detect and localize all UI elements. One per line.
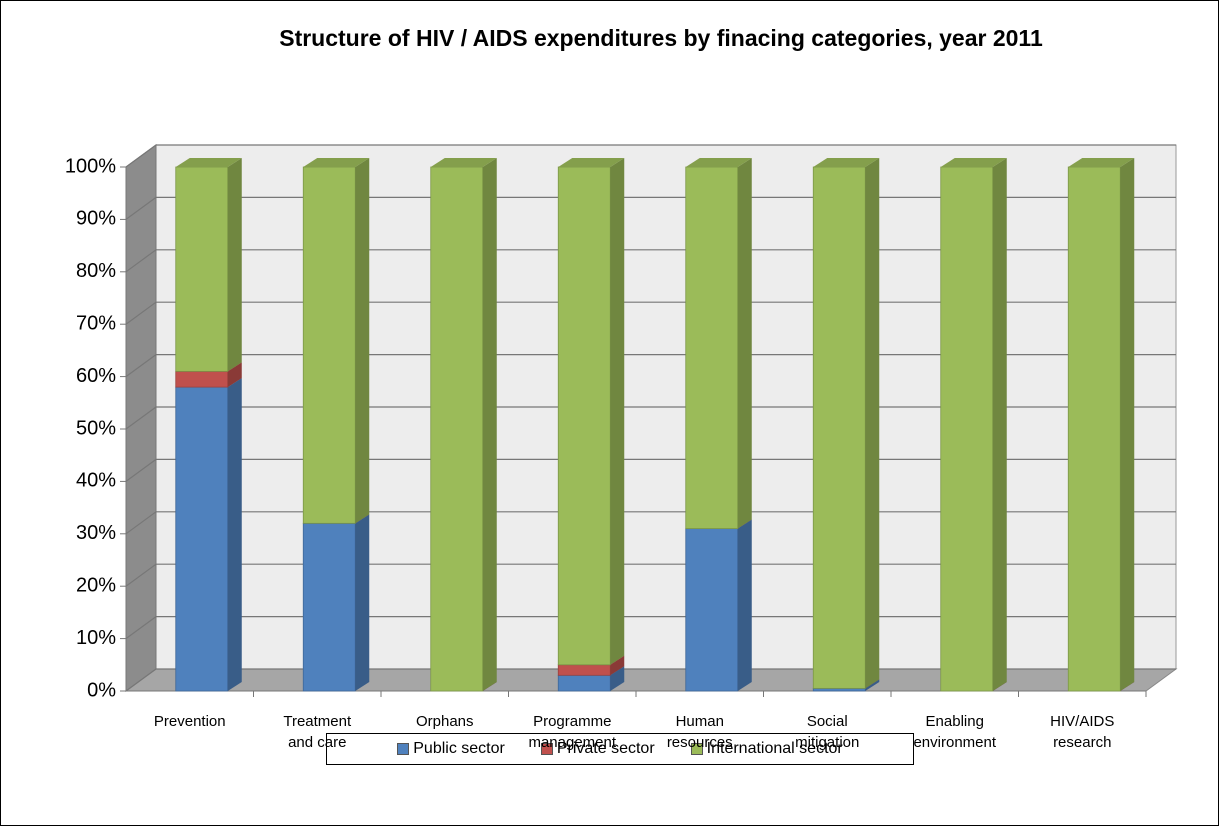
bar-segment — [175, 158, 242, 372]
bar-side — [227, 362, 242, 388]
bar-top — [558, 158, 625, 167]
bar-segment — [430, 158, 497, 692]
bar-side — [355, 158, 370, 524]
y-tick-label: 40% — [76, 470, 116, 492]
legend-label: Public sector — [413, 740, 505, 757]
bar-front — [302, 166, 356, 524]
bar-front — [812, 166, 866, 689]
bar-front — [557, 166, 611, 666]
y-tick-label: 90% — [76, 208, 116, 230]
bar-top — [303, 158, 370, 167]
bar-side — [227, 378, 242, 691]
bar-segment — [685, 519, 752, 692]
bar-side — [737, 519, 752, 691]
bar-top — [685, 158, 752, 167]
y-tick-label: 80% — [76, 260, 116, 282]
y-tick-label: 70% — [76, 312, 116, 334]
y-tick-label: 100% — [65, 155, 116, 177]
x-tick-label: HIV/AIDS research — [1050, 713, 1115, 751]
legend-label: Private sector — [556, 740, 655, 757]
bar-segment — [1067, 158, 1135, 692]
x-tick-label: Social mitigation — [795, 713, 860, 751]
bar-front — [175, 370, 229, 388]
bar-side — [482, 158, 497, 691]
x-tick-label: Programme management — [528, 713, 617, 751]
floor — [124, 668, 1178, 692]
bar-front — [430, 166, 484, 692]
x-tick-label: Orphans — [415, 713, 474, 730]
legend-item: Public sector — [397, 740, 505, 758]
bar-side — [355, 514, 370, 691]
bar-top — [175, 158, 242, 167]
bar-segment — [175, 378, 242, 692]
bar-segment — [685, 158, 752, 529]
legend-item: International sector — [690, 740, 843, 758]
bar-side — [610, 158, 625, 665]
bar-segment — [812, 158, 880, 689]
bar-top — [940, 158, 1007, 167]
legend: Public sector Private sector International… — [326, 733, 914, 765]
legend-item: Private sector — [540, 740, 655, 758]
bar-side — [737, 158, 752, 529]
bar-front — [685, 166, 739, 529]
bar-side — [865, 158, 880, 689]
bar-segment — [557, 158, 625, 666]
bar-segment — [302, 158, 370, 524]
bar-front — [175, 166, 229, 372]
bar-side — [227, 158, 242, 372]
bar-front — [557, 674, 611, 692]
bar-top — [430, 158, 497, 167]
bar-side — [610, 666, 625, 691]
bar-side — [865, 679, 880, 691]
bar-front — [940, 166, 994, 692]
chart-title: Structure of HIV / AIDS expenditures by … — [279, 25, 1043, 51]
legend-swatch — [540, 743, 553, 755]
bar-front — [302, 522, 356, 692]
bar-top — [1068, 158, 1135, 167]
bar-front — [685, 528, 739, 692]
bar-front — [557, 664, 611, 676]
grid-line — [125, 144, 1176, 168]
legend-swatch — [397, 743, 410, 755]
y-tick-label: 60% — [76, 365, 116, 387]
x-tick-label: Enabling environment — [913, 713, 997, 751]
y-tick-label: 0% — [87, 679, 116, 701]
bar-side — [610, 655, 625, 676]
bar-side — [1120, 158, 1135, 691]
x-tick-label: Prevention — [153, 713, 226, 730]
bar-segment — [940, 158, 1007, 692]
y-tick-label: 50% — [76, 417, 116, 439]
bar-front — [175, 386, 229, 692]
bar-front — [1067, 166, 1121, 692]
legend-swatch — [690, 743, 703, 755]
bar-top — [813, 158, 880, 167]
bar-segment — [302, 514, 370, 692]
y-tick-label: 10% — [76, 627, 116, 649]
legend-label: International sector — [706, 740, 843, 757]
x-tick-label: Treatment and care — [283, 713, 352, 751]
y-tick-label: 20% — [76, 574, 116, 596]
x-tick-label: Human resources — [666, 713, 733, 751]
bar-side — [992, 158, 1007, 691]
y-tick-label: 30% — [76, 522, 116, 544]
